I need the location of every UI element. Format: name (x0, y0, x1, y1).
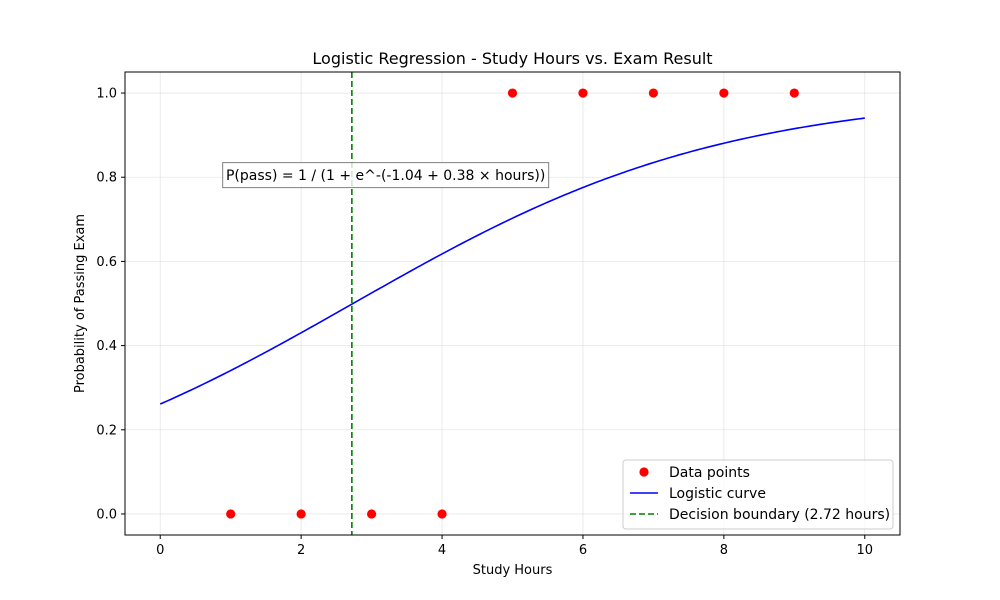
y-tick-label: 0.6 (96, 255, 117, 270)
y-tick-label: 1.0 (96, 87, 117, 102)
annotation-box (222, 162, 550, 189)
data-point (226, 509, 236, 519)
chart-title: Logistic Regression - Study Hours vs. Ex… (312, 49, 712, 68)
logistic-curve-line (159, 117, 865, 405)
y-tick-label: 0.4 (96, 339, 117, 354)
x-tick-label: 4 (438, 543, 446, 558)
legend-label: Decision boundary (2.72 hours) (669, 507, 890, 523)
x-tick-label: 10 (856, 543, 873, 558)
data-point (296, 509, 306, 519)
legend-label: Logistic curve (669, 486, 766, 502)
data-point (507, 88, 518, 98)
legend-label: Data points (669, 465, 750, 481)
y-tick-label: 0.2 (96, 423, 117, 438)
x-tick-label: 2 (297, 543, 305, 558)
formula-annotation: P(pass) = 1 / (1 + e^-(-1.04 + 0.38 × ho… (222, 162, 550, 189)
plot-frame (124, 71, 901, 536)
data-point (578, 88, 588, 98)
legend: Data points Logistic curve Decision bounda… (622, 459, 894, 530)
axis-ticks: 0 2 4 6 8 10 0.0 0.2 0.4 0.6 0.8 1.0 (96, 87, 873, 558)
plot-series (159, 72, 865, 535)
x-tick-label: 0 (156, 543, 164, 558)
data-point (789, 88, 799, 98)
legend-marker-data-points (639, 467, 649, 477)
y-tick-label: 0.8 (96, 171, 117, 186)
x-axis-label: Study Hours (473, 563, 553, 578)
annotation-text: P(pass) = 1 / (1 + e^-(-1.04 + 0.38 × ho… (226, 168, 545, 184)
data-point (437, 509, 447, 519)
x-tick-label: 6 (579, 543, 587, 558)
legend-box (622, 459, 894, 530)
data-point (648, 88, 659, 98)
data-point (719, 88, 729, 98)
x-tick-label: 8 (720, 543, 728, 558)
y-tick-label: 0.0 (96, 507, 117, 522)
y-axis-label: Probability of Passing Exam (73, 214, 88, 393)
data-point (366, 509, 377, 519)
